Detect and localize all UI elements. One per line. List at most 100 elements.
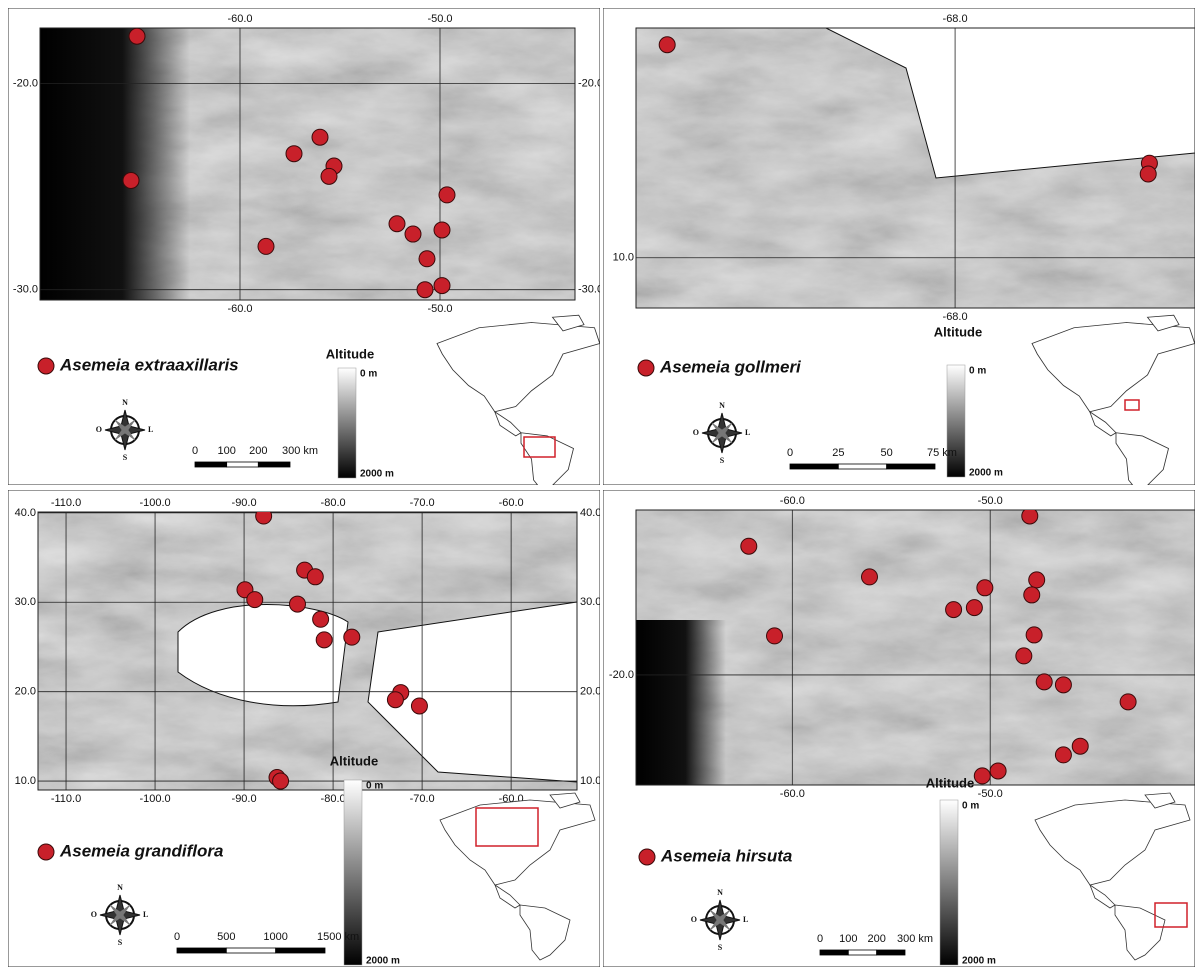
scale-segment — [227, 462, 259, 467]
x-tick-label: -70.0 — [410, 793, 435, 805]
compass-letter: O — [693, 428, 699, 437]
compass-letter: L — [745, 428, 750, 437]
occurrence-point — [313, 611, 329, 627]
scale-label: 75 km — [927, 447, 957, 459]
scale-segment — [195, 462, 227, 467]
occurrence-point — [389, 216, 405, 232]
terrain — [636, 510, 1195, 785]
scale-label: 300 km — [282, 445, 318, 457]
compass-letter: N — [122, 398, 128, 407]
occurrence-point — [1036, 674, 1052, 690]
scale-segment — [790, 464, 838, 469]
compass-letter: O — [91, 910, 97, 919]
occurrence-point — [289, 596, 305, 612]
occurrence-point — [123, 172, 139, 188]
occurrence-point — [1055, 747, 1071, 763]
occurrence-point — [273, 773, 289, 789]
occurrence-point — [861, 569, 877, 585]
andes — [636, 620, 726, 785]
compass-letter: S — [720, 456, 725, 465]
map-panel: -60.0-60.0-50.0-50.0-20.0-20.0-30.0-30.0… — [8, 8, 603, 491]
x-tick-label: -90.0 — [232, 497, 257, 509]
x-tick-label: -50.0 — [427, 303, 452, 315]
legend-label: Asemeia hirsuta — [660, 846, 792, 865]
x-tick-label: -68.0 — [943, 13, 968, 25]
altitude-title: Altitude — [330, 753, 378, 768]
occurrence-point — [659, 37, 675, 53]
legend-label: Asemeia grandiflora — [59, 841, 223, 860]
scale-label: 0 — [787, 447, 793, 459]
scale-label: 200 — [249, 445, 267, 457]
scale-segment — [258, 462, 290, 467]
occurrence-point — [1022, 508, 1038, 524]
occurrence-point — [1140, 166, 1156, 182]
scale-label: 0 — [192, 445, 198, 457]
scale-segment — [838, 464, 886, 469]
legend-marker — [38, 358, 54, 374]
x-tick-label: -50.0 — [427, 13, 452, 25]
occurrence-point — [946, 602, 962, 618]
x-tick-label: -80.0 — [321, 497, 346, 509]
y-tick-label: -20.0 — [609, 669, 634, 681]
occurrence-point — [247, 592, 263, 608]
occurrence-point — [1029, 572, 1045, 588]
occurrence-point — [767, 628, 783, 644]
y-tick-label: -30.0 — [578, 284, 603, 296]
y-tick-label: 30.0 — [15, 596, 36, 608]
occurrence-point — [1055, 677, 1071, 693]
y-tick-label: 10.0 — [613, 252, 634, 264]
compass-letter: N — [117, 883, 123, 892]
y-tick-label: 10.0 — [15, 775, 36, 787]
occurrence-point — [417, 282, 433, 298]
legend-label: Asemeia extraaxillaris — [59, 355, 239, 374]
scale-segment — [820, 950, 848, 955]
scale-label: 1500 km — [317, 931, 359, 943]
y-tick-label: 20.0 — [15, 686, 36, 698]
legend-marker — [639, 849, 655, 865]
x-tick-label: -110.0 — [51, 793, 81, 805]
occurrence-point — [1016, 648, 1032, 664]
occurrence-point — [1072, 738, 1088, 754]
occurrence-point — [439, 187, 455, 203]
scale-segment — [887, 464, 935, 469]
x-tick-label: -60.0 — [780, 788, 805, 800]
compass-letter: N — [719, 401, 725, 410]
x-tick-label: -80.0 — [321, 793, 346, 805]
scale-label: 300 km — [897, 933, 933, 945]
x-tick-label: -60.0 — [499, 497, 524, 509]
altitude-top: 0 m — [962, 801, 979, 812]
occurrence-point — [307, 569, 323, 585]
figure: -60.0-60.0-50.0-50.0-20.0-20.0-30.0-30.0… — [0, 0, 1195, 967]
altitude-bottom: 2000 m — [366, 956, 400, 967]
andes — [40, 28, 190, 300]
scale-label: 100 — [217, 445, 235, 457]
x-tick-label: -110.0 — [51, 497, 81, 509]
terrain — [40, 28, 575, 300]
compass-letter: S — [718, 943, 723, 952]
scale-label: 0 — [817, 933, 823, 945]
occurrence-point — [990, 763, 1006, 779]
scale-label: 200 — [867, 933, 885, 945]
legend-marker — [638, 360, 654, 376]
compass-letter: O — [691, 915, 697, 924]
x-tick-label: -60.0 — [780, 495, 805, 507]
occurrence-point — [316, 632, 332, 648]
compass-letter: N — [717, 888, 723, 897]
terrain — [636, 28, 1195, 308]
x-tick-label: -100.0 — [139, 497, 170, 509]
altitude-title: Altitude — [934, 324, 982, 339]
x-tick-label: -90.0 — [232, 793, 257, 805]
occurrence-point — [344, 629, 360, 645]
occurrence-point — [977, 580, 993, 596]
scale-label: 1000 — [263, 931, 287, 943]
altitude-bottom: 2000 m — [969, 468, 1003, 479]
y-tick-label: -20.0 — [578, 78, 603, 90]
scale-label: 50 — [881, 447, 893, 459]
occurrence-point — [966, 600, 982, 616]
y-tick-label: -20.0 — [13, 78, 38, 90]
y-tick-label: 40.0 — [15, 507, 36, 519]
x-tick-label: -100.0 — [139, 793, 170, 805]
occurrence-point — [1026, 627, 1042, 643]
